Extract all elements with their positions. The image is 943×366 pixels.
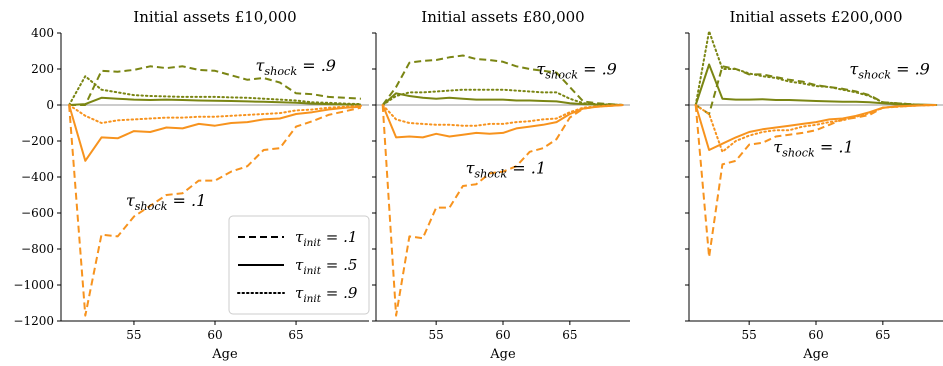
x-axis-label: Age	[489, 347, 516, 362]
x-tick-label: 65	[875, 328, 890, 342]
series-annotation: τshock = .1	[126, 191, 206, 213]
x-tick-label: 65	[562, 328, 577, 342]
series-annotation: τshock = .9	[536, 59, 616, 81]
x-tick-label: 55	[742, 328, 757, 342]
x-tick-label: 60	[207, 328, 222, 342]
series-line-olive-solid	[69, 96, 361, 106]
x-tick-label: 55	[429, 328, 444, 342]
chart-panel-3: Initial assets £200,000 55 60 65 Age τshock =…	[685, 8, 943, 362]
series-line-olive-dashed	[381, 54, 624, 106]
series-line-orange-dashed	[68, 104, 362, 317]
y-tick-label: 200	[31, 62, 54, 76]
series-line-orange-solid	[381, 104, 624, 139]
legend-label: τinit = .5	[295, 256, 357, 277]
y-tick-label: 400	[31, 26, 54, 40]
y-tick-label: −800	[21, 242, 54, 256]
series-annotation: τshock = .1	[466, 158, 546, 180]
series-line-orange-dotted	[694, 104, 938, 153]
y-tick-label: −1200	[13, 314, 54, 328]
series-line-olive-dotted	[381, 88, 625, 106]
x-axis-label: Age	[802, 347, 829, 362]
x-tick-label: 60	[808, 328, 823, 342]
chart-panel-2: Initial assets £80,000 55 60 65 Age τshock = …	[372, 8, 630, 362]
x-tick-label: 65	[288, 328, 303, 342]
x-axis-label: Age	[211, 347, 238, 362]
legend-label: τinit = .9	[295, 284, 358, 305]
y-tick-label: 0	[46, 98, 54, 112]
legend-box	[228, 215, 370, 315]
legend: τinit = .1 τinit = .5 τinit = .9	[228, 215, 370, 315]
y-tick-label: −200	[21, 134, 54, 148]
x-tick-label: 60	[495, 328, 510, 342]
series-line-orange-dashed	[694, 104, 937, 259]
series-line-olive-dashed	[69, 65, 361, 106]
legend-label: τinit = .1	[295, 228, 357, 249]
panel-title: Initial assets £80,000	[421, 8, 584, 26]
series-line-olive-dotted	[68, 75, 362, 106]
series-line-orange-solid	[68, 104, 361, 162]
series-line-orange-dashed	[381, 104, 624, 317]
panel-title: Initial assets £10,000	[133, 8, 296, 26]
series-line-orange-dotted	[381, 104, 625, 127]
series-line-orange-dotted	[68, 104, 362, 124]
series-annotation: τshock = .9	[256, 56, 336, 78]
series-annotation: τshock = .9	[849, 59, 929, 81]
series-line-olive-dotted	[694, 30, 938, 106]
chart-panel-1: Initial assets £10,000 −1200 −1000 −800 −600…	[13, 8, 369, 362]
series-annotation: τshock = .1	[773, 138, 853, 160]
panel-title: Initial assets £200,000	[730, 8, 903, 26]
y-tick-label: −1000	[13, 278, 54, 292]
series-line-olive-solid	[382, 92, 624, 106]
y-tick-label: −600	[21, 206, 54, 220]
y-tick-label: −400	[21, 170, 54, 184]
x-tick-label: 55	[126, 328, 141, 342]
